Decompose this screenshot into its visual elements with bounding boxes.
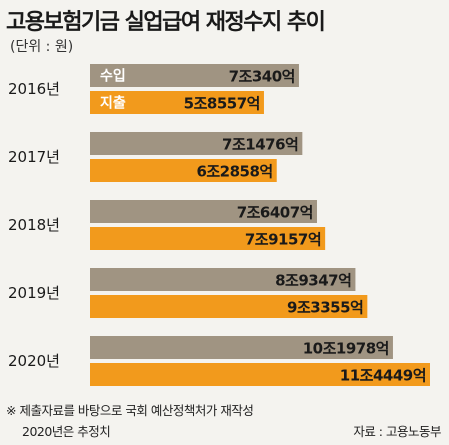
category-label: 2020년 xyxy=(8,352,60,370)
footnote-estimate: 2020년은 추정치 xyxy=(22,424,111,439)
source-label: 자료 : 고용노동부 xyxy=(353,424,441,439)
income-bar xyxy=(90,268,356,291)
data-label: 7조6407억 xyxy=(237,204,313,222)
legend-label: 지출 xyxy=(100,95,126,112)
expense-bar xyxy=(90,91,264,114)
chart-title: 고용보험기금 실업급여 재정수지 추이 xyxy=(6,10,326,35)
data-label: 11조4449억 xyxy=(340,367,426,385)
data-label: 5조8557억 xyxy=(184,95,260,113)
data-label: 7조1476억 xyxy=(222,136,298,154)
data-label: 6조2858억 xyxy=(196,163,272,181)
data-label: 7조9157억 xyxy=(245,231,321,249)
category-label: 2019년 xyxy=(8,284,60,302)
category-label: 2016년 xyxy=(8,80,60,98)
income-bar xyxy=(90,64,299,87)
income-bar xyxy=(90,336,393,359)
legend-label: 수입 xyxy=(100,69,126,85)
bar-chart: 2016년 7조340억 수입 5조8557억 지출 2017년 7조1476억 6조2858… xyxy=(8,64,430,386)
income-bar xyxy=(90,132,303,155)
category-label: 2018년 xyxy=(8,216,60,234)
expense-bar xyxy=(90,363,430,386)
data-label: 10조1978억 xyxy=(303,340,389,358)
category-label: 2017년 xyxy=(8,148,60,166)
expense-bar xyxy=(90,159,277,182)
data-label: 7조340억 xyxy=(229,68,295,86)
footnote: ※ 제출자료를 바탕으로 국회 예산정책처가 재작성 xyxy=(6,403,254,418)
expense-bar xyxy=(90,295,368,318)
data-label: 8조9347억 xyxy=(275,272,351,290)
unit-label: (단위 : 원) xyxy=(10,39,74,55)
income-bar xyxy=(90,200,317,223)
expense-bar xyxy=(90,227,326,250)
data-label: 9조3355억 xyxy=(287,299,363,317)
